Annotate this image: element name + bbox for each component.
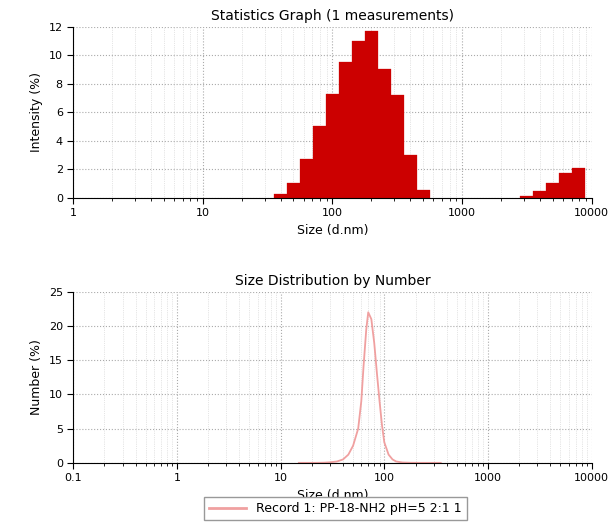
Bar [352,41,365,198]
Bar [404,155,417,198]
Bar [313,127,326,198]
Bar [326,94,339,198]
Bar [365,31,378,198]
Bar [533,190,547,198]
Title: Statistics Graph (1 measurements): Statistics Graph (1 measurements) [211,9,454,23]
Title: Size Distribution by Number: Size Distribution by Number [235,274,430,288]
Bar [559,173,572,198]
Bar [572,168,585,198]
Bar [520,196,533,198]
Y-axis label: Number (%): Number (%) [30,339,43,415]
Bar [391,95,404,198]
Bar [287,184,300,198]
Bar [547,184,559,198]
Bar [339,62,352,198]
Bar [274,194,287,198]
X-axis label: Size (d.nm): Size (d.nm) [296,489,368,502]
X-axis label: Size (d.nm): Size (d.nm) [296,223,368,237]
Bar [300,159,313,198]
Bar [417,190,429,198]
Bar [378,69,391,198]
Legend: Record 1: PP-18-NH2 pH=5 2:1 1: Record 1: PP-18-NH2 pH=5 2:1 1 [204,497,467,520]
Y-axis label: Intensity (%): Intensity (%) [30,72,43,152]
